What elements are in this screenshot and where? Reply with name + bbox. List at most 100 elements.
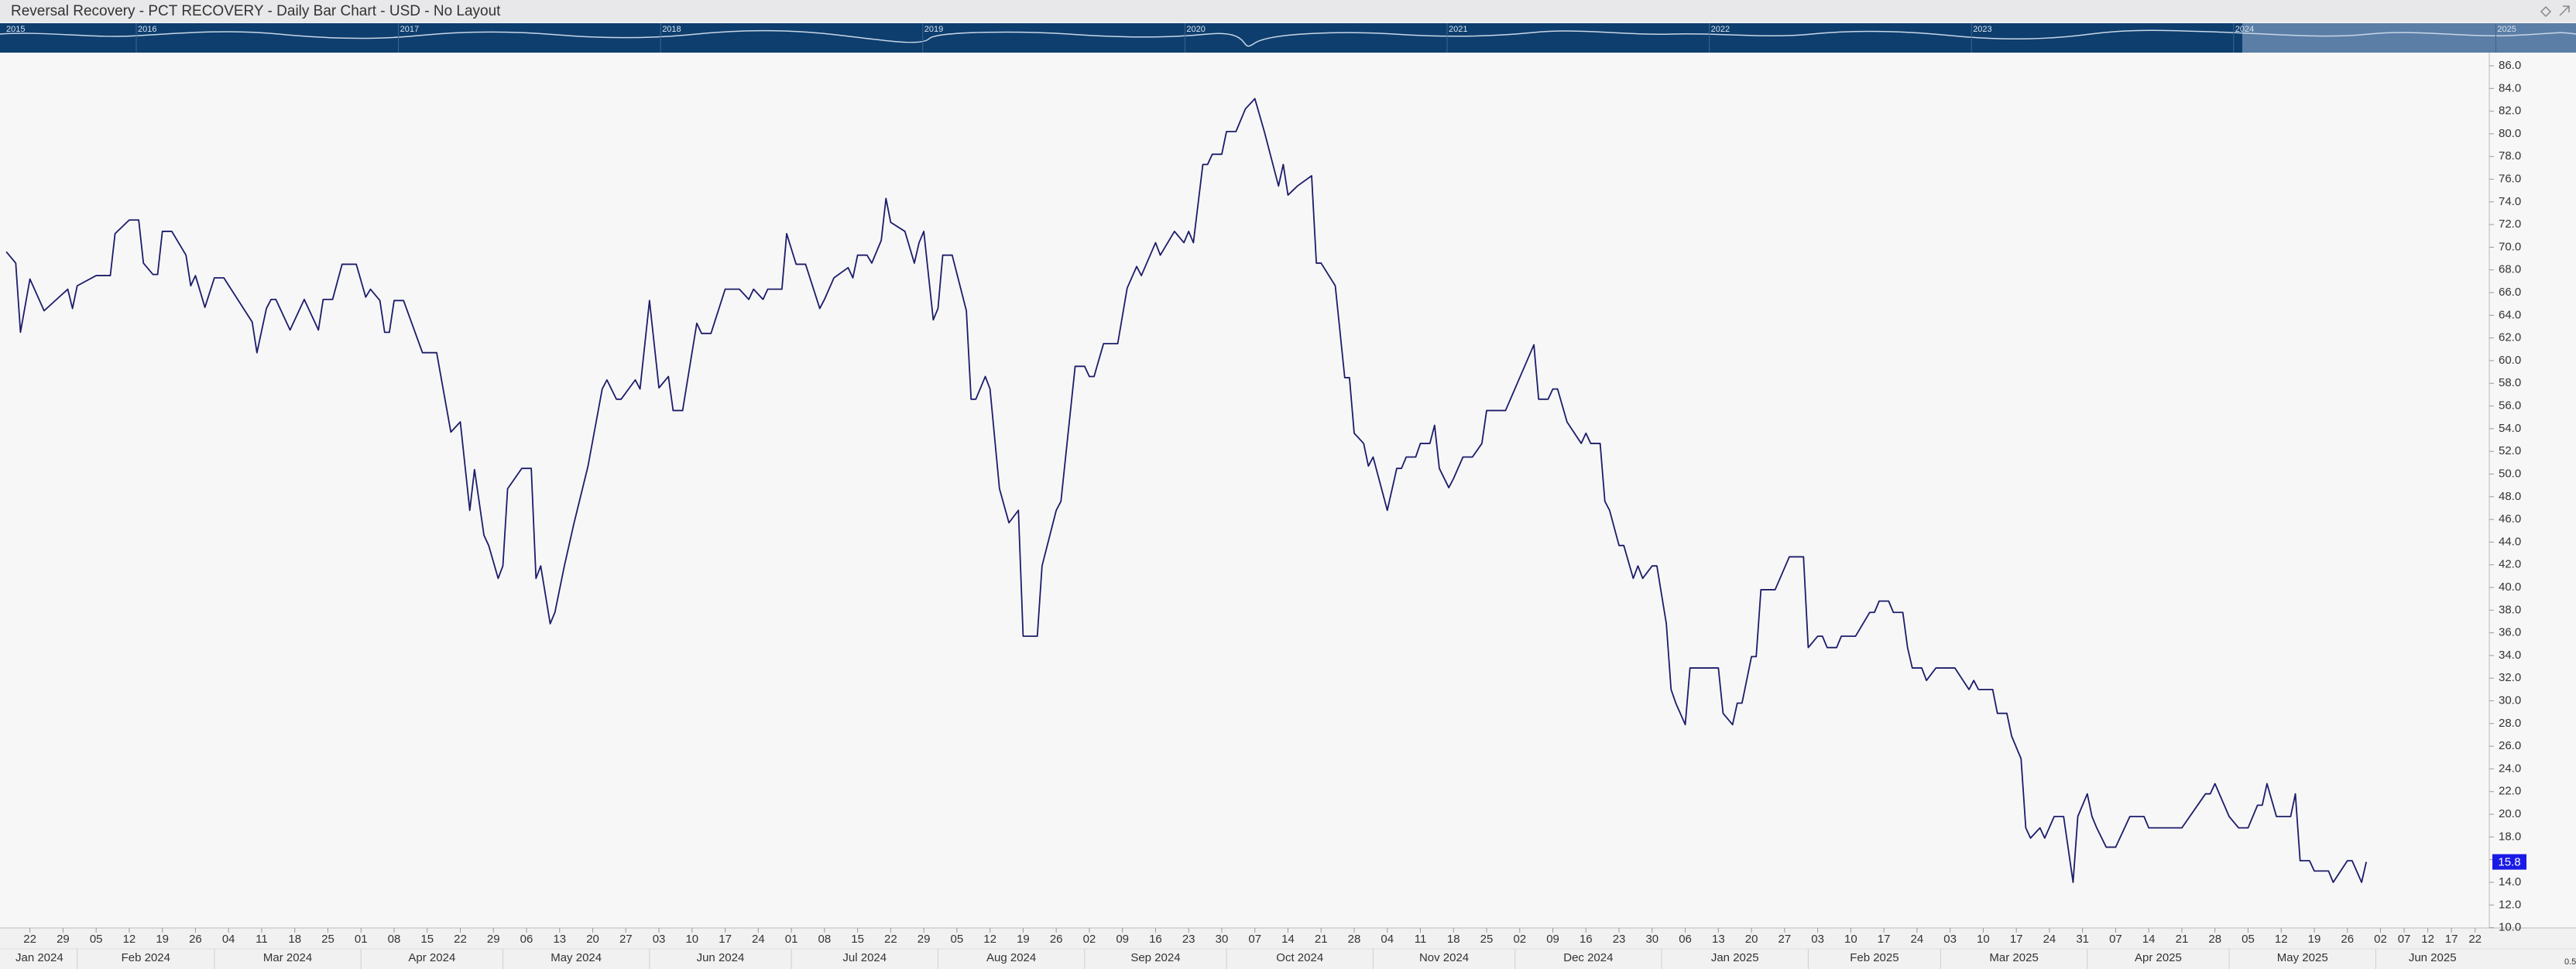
- y-tick-label: 38.0: [2499, 603, 2521, 616]
- navigator-year-label: 2020: [1186, 25, 1205, 34]
- y-tick-label: 82.0: [2499, 104, 2521, 118]
- y-tick-label: 84.0: [2499, 81, 2521, 94]
- x-tick-label: 18: [1447, 933, 1460, 946]
- month-label: Mar 2025: [1989, 951, 2038, 964]
- y-tick-label: 32.0: [2499, 671, 2521, 684]
- x-tick-label: 03: [653, 933, 666, 946]
- x-tick-label: 15: [420, 933, 434, 946]
- y-tick-label: 52.0: [2499, 444, 2521, 457]
- y-tick-label: 42.0: [2499, 558, 2521, 571]
- y-tick-label: 56.0: [2499, 399, 2521, 413]
- y-tick-label: 34.0: [2499, 649, 2521, 662]
- y-tick-label: 64.0: [2499, 308, 2521, 321]
- month-label: Jun 2024: [697, 951, 745, 964]
- y-axis-strip: [2489, 53, 2576, 928]
- x-tick-label: 08: [818, 933, 832, 946]
- y-tick-label: 72.0: [2499, 217, 2521, 231]
- x-tick-label: 13: [1712, 933, 1725, 946]
- x-tick-label: 06: [1679, 933, 1692, 946]
- y-tick-label: 14.0: [2499, 875, 2521, 889]
- navigator-year-label: 2023: [1973, 25, 1991, 34]
- x-tick-label: 04: [1381, 933, 1394, 946]
- month-label: Apr 2025: [2135, 951, 2182, 964]
- x-tick-label: 03: [1811, 933, 1824, 946]
- x-tick-label: 19: [1017, 933, 1030, 946]
- x-tick-label: 20: [586, 933, 599, 946]
- x-tick-label: 05: [951, 933, 964, 946]
- x-tick-label: 29: [57, 933, 70, 946]
- y-tick-label: 44.0: [2499, 535, 2521, 548]
- y-tick-label: 74.0: [2499, 195, 2521, 208]
- y-tick-label: 58.0: [2499, 376, 2521, 389]
- x-tick-label: 17: [2010, 933, 2023, 946]
- chart-title: Reversal Recovery - PCT RECOVERY - Daily…: [11, 3, 501, 19]
- y-tick-label: 48.0: [2499, 490, 2521, 503]
- month-label: May 2024: [551, 951, 602, 964]
- x-tick-label: 24: [1911, 933, 1924, 946]
- x-tick-label: 27: [619, 933, 633, 946]
- icon-expand[interactable]: [2559, 5, 2570, 16]
- plot-layer: 86.0 84.0 82.0 80.0 78.0 76.0 74.0 72.0 70.0 68.0…: [5, 59, 2526, 969]
- y-tick-label: 66.0: [2499, 286, 2521, 299]
- navigator[interactable]: [0, 23, 2576, 53]
- y-tick-label: 78.0: [2499, 149, 2521, 163]
- month-label: Jan 2025: [1711, 951, 1759, 964]
- x-tick-label: 06: [520, 933, 533, 946]
- y-tick-label: 50.0: [2499, 467, 2521, 480]
- x-tick-label: 21: [2176, 933, 2189, 946]
- y-tick-label: 20.0: [2499, 807, 2521, 820]
- x-tick-label: 12: [983, 933, 996, 946]
- y-tick-label: 54.0: [2499, 422, 2521, 435]
- navigator-year-label: 2016: [138, 25, 156, 34]
- month-label: Nov 2024: [1419, 951, 1469, 964]
- y-tick-label: 10.0: [2499, 921, 2521, 934]
- y-tick-label: 26.0: [2499, 739, 2521, 752]
- window-icons[interactable]: [2540, 5, 2570, 18]
- icon-diamond[interactable]: [2540, 5, 2552, 18]
- x-tick-label: 18: [288, 933, 301, 946]
- month-label: Apr 2024: [408, 951, 455, 964]
- navigator-window[interactable]: [2242, 23, 2576, 53]
- month-label: Dec 2024: [1563, 951, 1613, 964]
- x-tick-label: 15: [851, 933, 864, 946]
- month-label: May 2025: [2277, 951, 2328, 964]
- x-tick-label: 07: [2109, 933, 2122, 946]
- last-value-box: [2492, 854, 2526, 870]
- x-tick-label: 07: [2398, 933, 2411, 946]
- x-tick-label: 19: [156, 933, 169, 946]
- month-label: Feb 2024: [122, 951, 170, 964]
- navigator-year-label: 2022: [1711, 25, 1730, 34]
- x-tick-label: 28: [2208, 933, 2221, 946]
- x-tick-label: 03: [1943, 933, 1957, 946]
- x-tick-label: 25: [1480, 933, 1494, 946]
- navigator-year-label: 2021: [1449, 25, 1467, 34]
- y-tick-label: 28.0: [2499, 717, 2521, 730]
- x-tick-label: 22: [23, 933, 36, 946]
- month-label: Jun 2025: [2409, 951, 2457, 964]
- x-tick-label: 16: [1149, 933, 1162, 946]
- x-tick-label: 05: [2242, 933, 2255, 946]
- navigator-year-label: 2015: [6, 25, 25, 34]
- x-tick-label: 29: [918, 933, 931, 946]
- navigator-year-label: 2024: [2235, 25, 2254, 34]
- x-tick-label: 20: [1745, 933, 1758, 946]
- x-tick-label: 17: [719, 933, 732, 946]
- x-tick-label: 11: [256, 933, 268, 946]
- month-label: Jan 2024: [15, 951, 63, 964]
- x-tick-label: 23: [1182, 933, 1195, 946]
- x-tick-label: 27: [1779, 933, 1792, 946]
- y-tick-label: 22.0: [2499, 785, 2521, 798]
- x-tick-label: 22: [2468, 933, 2482, 946]
- month-label: Mar 2024: [263, 951, 312, 964]
- x-tick-label: 08: [388, 933, 401, 946]
- y-tick-label: 40.0: [2499, 580, 2521, 594]
- y-tick-label: 18.0: [2499, 830, 2521, 843]
- y-tick-label: 24.0: [2499, 762, 2521, 775]
- x-tick-label: 21: [1315, 933, 1328, 946]
- month-label: Feb 2025: [1850, 951, 1899, 964]
- y-tick-label: 62.0: [2499, 331, 2521, 344]
- x-tick-label: 05: [90, 933, 103, 946]
- x-tick-label: 04: [222, 933, 235, 946]
- series-line: [5, 98, 2368, 883]
